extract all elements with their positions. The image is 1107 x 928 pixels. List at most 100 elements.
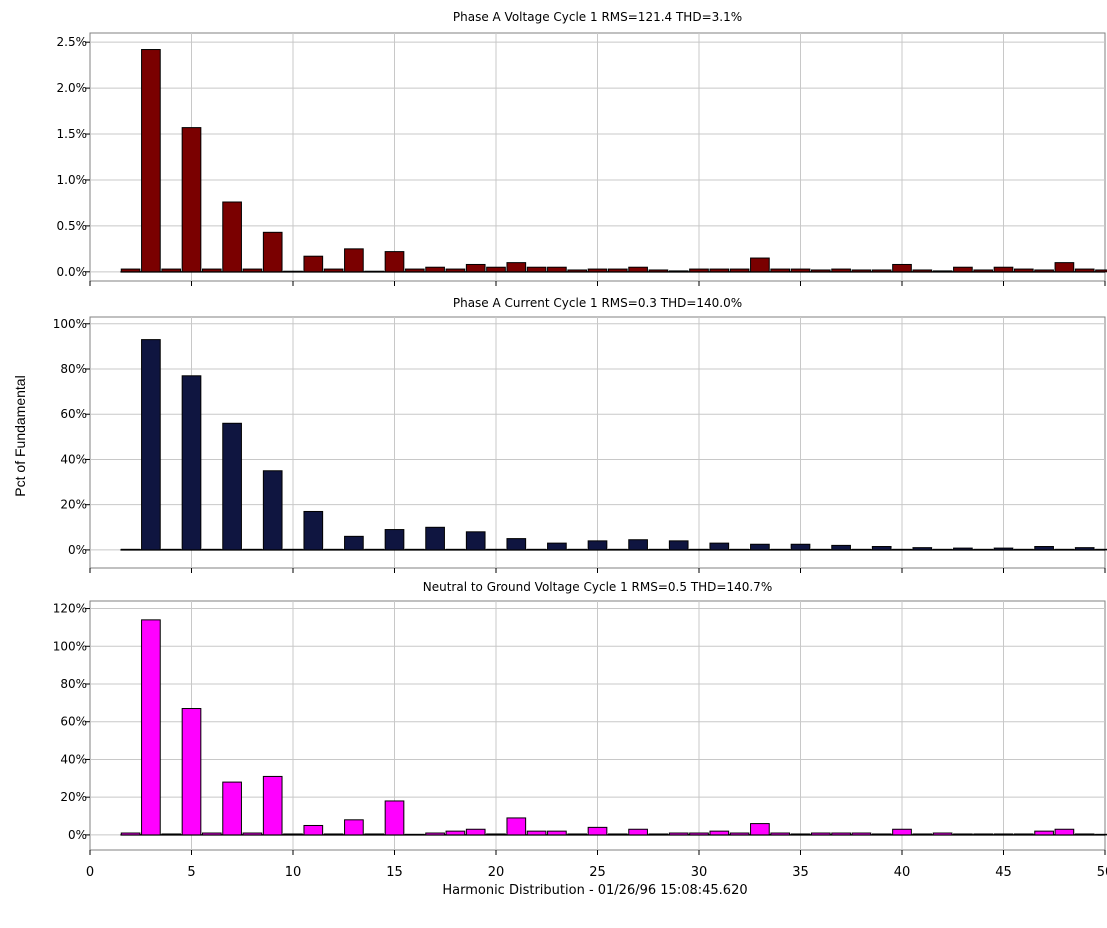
bar-h17 bbox=[425, 526, 445, 551]
bar-h17 bbox=[425, 266, 445, 273]
bar-h28 bbox=[648, 548, 669, 551]
panel-3: 0% 20% 40% 60% 80% 100% 120% Neutral to Ground … bbox=[53, 580, 1107, 855]
bar-h3 bbox=[141, 619, 161, 836]
x-tick-label: 15 bbox=[386, 865, 403, 880]
x-tick-label: 5 bbox=[187, 865, 195, 880]
bar-h17 bbox=[425, 832, 445, 836]
bar-h5 bbox=[181, 708, 202, 836]
bar-h25 bbox=[587, 268, 608, 273]
footer-caption: Harmonic Distribution - 01/26/96 15:08:4… bbox=[442, 883, 747, 898]
bar-h26 bbox=[607, 548, 628, 551]
bar-h9 bbox=[262, 231, 283, 273]
x-tick-label: 30 bbox=[691, 865, 708, 880]
bar-h32 bbox=[729, 548, 750, 551]
bar-h29 bbox=[668, 540, 689, 551]
bar-h44 bbox=[973, 833, 994, 836]
bar-h43 bbox=[953, 547, 973, 551]
bar-h38 bbox=[851, 269, 872, 273]
bar-h6 bbox=[201, 548, 222, 551]
bar-h36 bbox=[810, 269, 831, 273]
bar-h21 bbox=[506, 817, 527, 836]
bar-h13 bbox=[344, 248, 364, 273]
bar-h30 bbox=[689, 548, 709, 551]
bar-h34 bbox=[770, 268, 791, 273]
bar-h27 bbox=[628, 266, 648, 273]
bar-h44 bbox=[973, 269, 994, 273]
bar-h20 bbox=[486, 266, 506, 273]
bar-h29 bbox=[668, 270, 689, 273]
bar-h40 bbox=[892, 828, 912, 836]
bar-h33 bbox=[750, 257, 770, 273]
bar-h37 bbox=[831, 832, 851, 836]
bar-h9 bbox=[262, 470, 283, 551]
panels-layer: 0.0% 0.5% 1.0% 1.5% 2.0% 2.5% Phase A Voltage … bbox=[53, 10, 1107, 880]
bar-h15 bbox=[384, 800, 405, 836]
bar-h16 bbox=[404, 548, 425, 551]
bar-h23 bbox=[547, 830, 567, 836]
bar-h41 bbox=[912, 547, 933, 551]
bar-h21 bbox=[506, 538, 527, 551]
bar-h39 bbox=[871, 269, 892, 273]
bar-h36 bbox=[810, 832, 831, 836]
x-tick-label: 35 bbox=[792, 865, 809, 880]
bar-h31 bbox=[709, 268, 730, 273]
bar-h18 bbox=[445, 548, 466, 551]
bar-h4 bbox=[161, 548, 182, 551]
panel-title: Phase A Voltage Cycle 1 RMS=121.4 THD=3.… bbox=[453, 10, 742, 24]
bar-h50 bbox=[1095, 269, 1107, 273]
x-tick-label: 40 bbox=[894, 865, 911, 880]
y-tick-label: 100% bbox=[53, 317, 87, 331]
bar-h9 bbox=[262, 775, 283, 836]
bar-h30 bbox=[689, 268, 709, 273]
bar-h6 bbox=[201, 268, 222, 273]
y-tick-label: 60% bbox=[60, 407, 87, 421]
bar-h24 bbox=[567, 548, 588, 551]
y-tick-label: 80% bbox=[60, 362, 87, 376]
bar-h39 bbox=[871, 546, 892, 551]
bar-h14 bbox=[364, 548, 385, 551]
bar-h42 bbox=[932, 548, 953, 551]
bar-h41 bbox=[912, 833, 933, 836]
bar-h26 bbox=[607, 833, 628, 836]
bar-h23 bbox=[547, 542, 567, 551]
bar-h3 bbox=[141, 339, 161, 551]
bar-h47 bbox=[1034, 830, 1054, 836]
bar-h46 bbox=[1013, 268, 1034, 273]
bar-h8 bbox=[242, 268, 263, 273]
bar-h43 bbox=[953, 833, 973, 836]
bar-h33 bbox=[750, 543, 770, 551]
bar-h16 bbox=[404, 833, 425, 836]
bar-h26 bbox=[607, 268, 628, 273]
bar-h40 bbox=[892, 263, 912, 273]
bar-h47 bbox=[1034, 546, 1054, 551]
bar-h24 bbox=[567, 833, 588, 836]
bar-h14 bbox=[364, 833, 385, 836]
bar-h20 bbox=[486, 548, 506, 551]
bar-h38 bbox=[851, 832, 872, 836]
bar-h11 bbox=[303, 824, 324, 836]
bar-h27 bbox=[628, 539, 648, 551]
bar-h18 bbox=[445, 830, 466, 836]
bar-h4 bbox=[161, 268, 182, 273]
bar-h19 bbox=[465, 531, 486, 551]
bar-h19 bbox=[465, 263, 486, 273]
bar-h7 bbox=[222, 201, 242, 273]
y-axis-label: Pct of Fundamental bbox=[12, 375, 28, 496]
panel-title: Neutral to Ground Voltage Cycle 1 RMS=0.… bbox=[423, 580, 772, 594]
x-tick-label: 25 bbox=[589, 865, 606, 880]
bar-h16 bbox=[404, 268, 425, 273]
bar-h11 bbox=[303, 255, 324, 273]
bar-h2 bbox=[120, 268, 141, 273]
bar-h8 bbox=[242, 548, 263, 551]
bar-h50 bbox=[1095, 833, 1107, 836]
bar-h46 bbox=[1013, 833, 1034, 836]
bar-h49 bbox=[1074, 547, 1095, 551]
bar-h36 bbox=[810, 548, 831, 551]
bar-h31 bbox=[709, 542, 730, 551]
bar-h15 bbox=[384, 251, 405, 273]
y-tick-label: 100% bbox=[53, 639, 87, 653]
bar-h18 bbox=[445, 268, 466, 273]
y-tick-label: 0.5% bbox=[57, 219, 88, 233]
y-tick-label: 1.5% bbox=[57, 127, 88, 141]
bar-h27 bbox=[628, 828, 648, 836]
